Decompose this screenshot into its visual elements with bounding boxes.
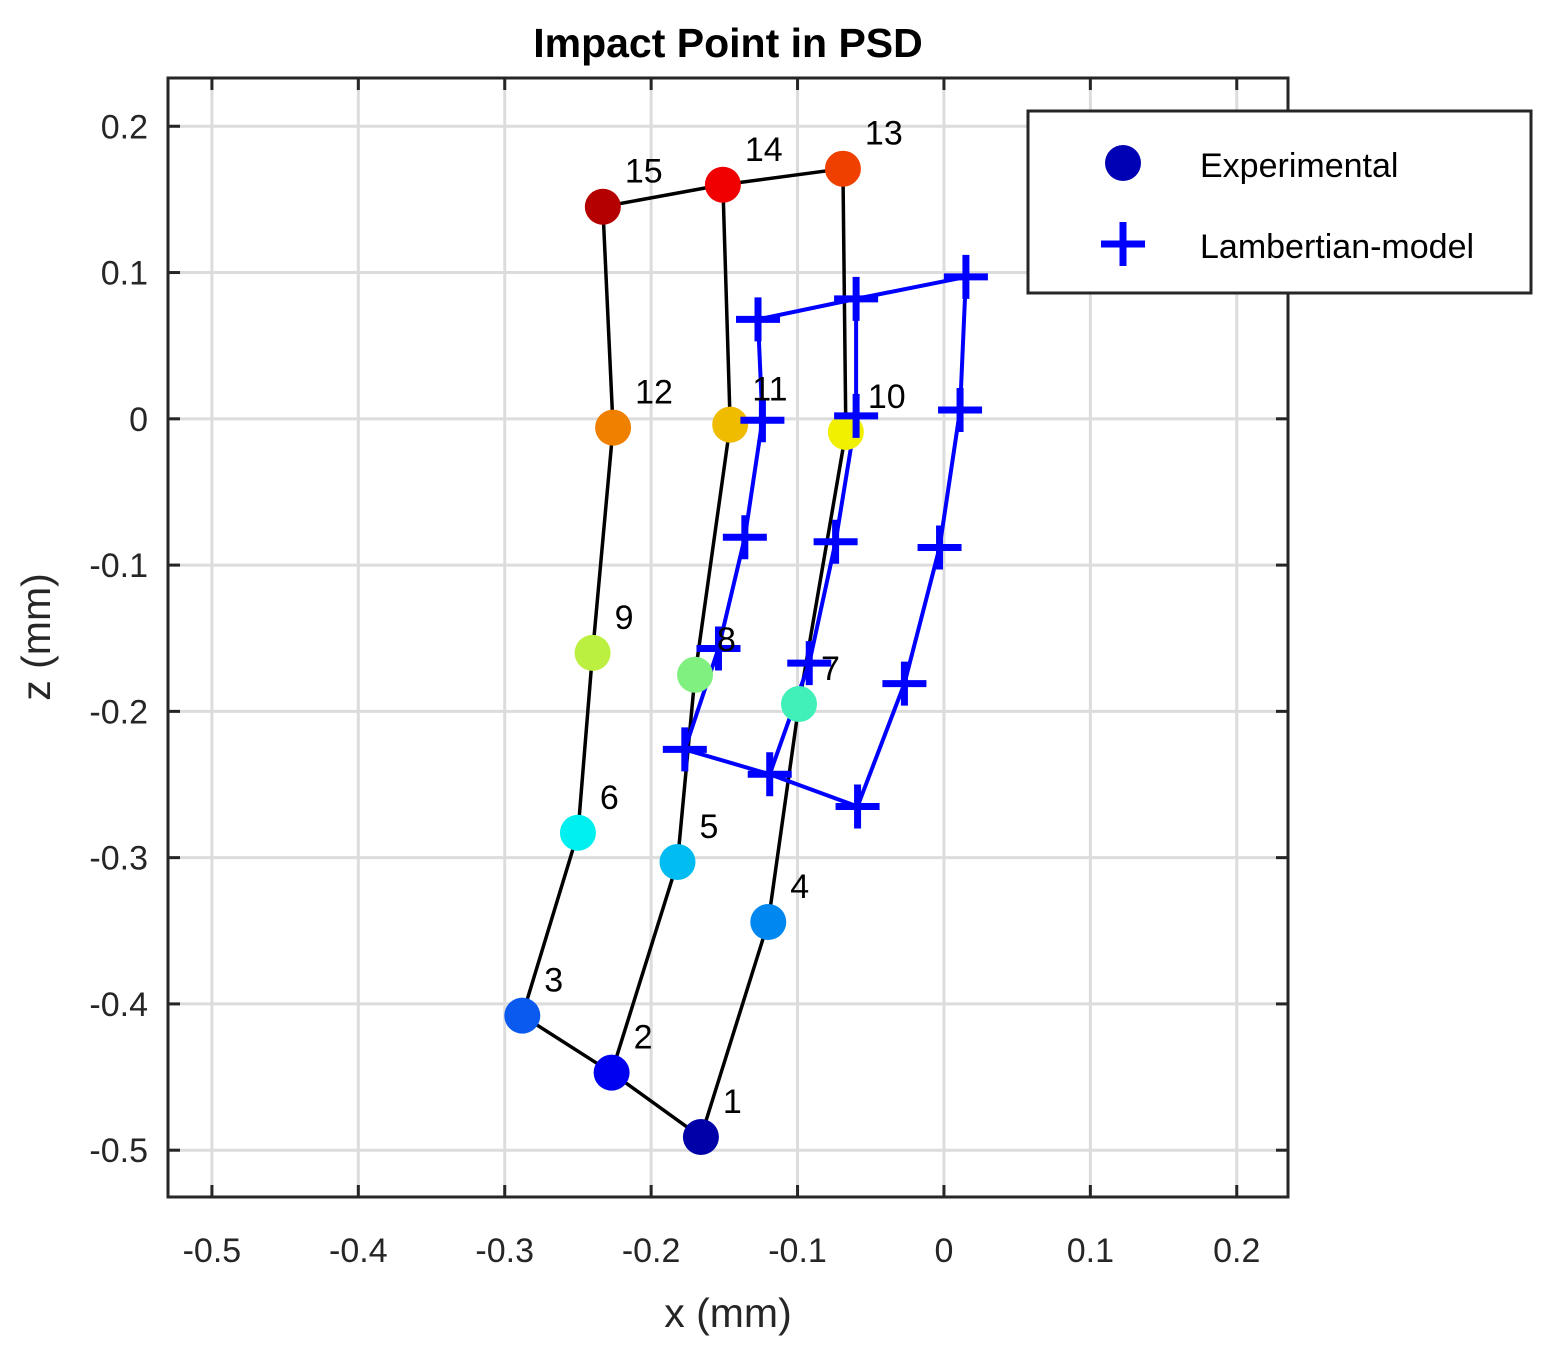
lambertian-model-point: [835, 784, 880, 829]
point-label: 9: [615, 599, 634, 637]
point-label: 7: [821, 650, 840, 688]
experimental-points: [504, 150, 864, 1156]
point-label: 3: [544, 962, 563, 1000]
legend-lambertian-model-marker: [1101, 222, 1145, 266]
y-tick-label: -0.2: [89, 693, 148, 731]
experimental-point: [704, 166, 741, 203]
lambertian-model-point: [882, 661, 927, 706]
x-tick-labels: -0.5 -0.4 -0.3 -0.2 -0.1 0 0.1 0.2: [183, 1232, 1261, 1270]
plot-frame: [166, 76, 1290, 1199]
point-label: 8: [717, 621, 736, 659]
x-tick-label: -0.2: [622, 1232, 681, 1270]
point-label: 1: [723, 1083, 742, 1121]
x-tick-label: 0: [934, 1232, 953, 1270]
lambertian-model-point: [736, 297, 781, 342]
point-label: 14: [745, 131, 783, 169]
point-label: 4: [790, 868, 809, 906]
point-label: 12: [635, 374, 673, 412]
lambertian-model-point: [834, 393, 879, 438]
experimental-point: [750, 904, 787, 941]
experimental-point: [781, 686, 818, 723]
point-label: 11: [752, 371, 787, 409]
experimental-point: [595, 409, 632, 446]
x-tick-label: -0.1: [768, 1232, 827, 1270]
point-label: 5: [699, 808, 718, 846]
legend-experimental-marker: [1105, 145, 1141, 181]
axis-ticks: [168, 78, 1288, 1197]
lambertian-model-point: [722, 515, 767, 560]
lambertian-model-point: [662, 727, 707, 772]
x-tick-label: -0.3: [475, 1232, 534, 1270]
y-axis-label: z (mm): [13, 573, 59, 701]
lambertian-model-point: [813, 519, 858, 564]
experimental-point: [574, 634, 611, 671]
point-label: 6: [600, 779, 619, 817]
point-label: 13: [865, 115, 903, 153]
point-label: 10: [868, 378, 906, 416]
experimental-point: [593, 1054, 630, 1091]
experimental-point: [677, 656, 714, 693]
x-tick-label: 0.1: [1067, 1232, 1114, 1270]
lambertian-model-point: [696, 626, 741, 671]
y-tick-label: -0.1: [89, 547, 148, 585]
point-label: 2: [634, 1019, 653, 1057]
lambertian-model-point: [943, 254, 988, 299]
experimental-point: [504, 997, 541, 1034]
legend-experimental-label: Experimental: [1200, 147, 1398, 185]
legend: Experimental Lambertian-model: [1026, 109, 1533, 295]
lambertian-model-point: [787, 641, 832, 686]
chart-title: Impact Point in PSD: [533, 20, 923, 66]
lambertian-model-point: [834, 276, 879, 321]
y-tick-label: -0.4: [89, 986, 148, 1024]
y-tick-label: 0.1: [101, 255, 148, 293]
x-tick-label: -0.4: [329, 1232, 388, 1270]
y-tick-label: 0: [129, 401, 148, 439]
legend-lambertian-model-label: Lambertian-model: [1200, 228, 1474, 266]
y-tick-labels: -0.5 -0.4 -0.3 -0.2 -0.1 0 0.1 0.2: [89, 108, 148, 1170]
lambertian-model-point: [938, 388, 983, 433]
x-axis-label: x (mm): [664, 1290, 792, 1336]
lambertian-model-point: [917, 525, 962, 570]
experimental-point: [584, 188, 621, 225]
lambertian-model-points: [662, 254, 988, 829]
point-label: 15: [625, 153, 663, 191]
lambertian-model-point: [740, 398, 785, 443]
experimental-point: [712, 406, 749, 443]
x-tick-label: 0.2: [1213, 1232, 1260, 1270]
y-tick-label: 0.2: [101, 108, 148, 146]
y-tick-label: -0.5: [89, 1132, 148, 1170]
experimental-point: [559, 814, 596, 851]
experimental-point: [682, 1119, 719, 1156]
legend-box: [1026, 109, 1533, 295]
lambertian-model-point: [747, 752, 792, 797]
y-tick-label: -0.3: [89, 840, 148, 878]
experimental-point: [659, 844, 696, 881]
experimental-point: [824, 150, 861, 187]
x-tick-label: -0.5: [183, 1232, 242, 1270]
